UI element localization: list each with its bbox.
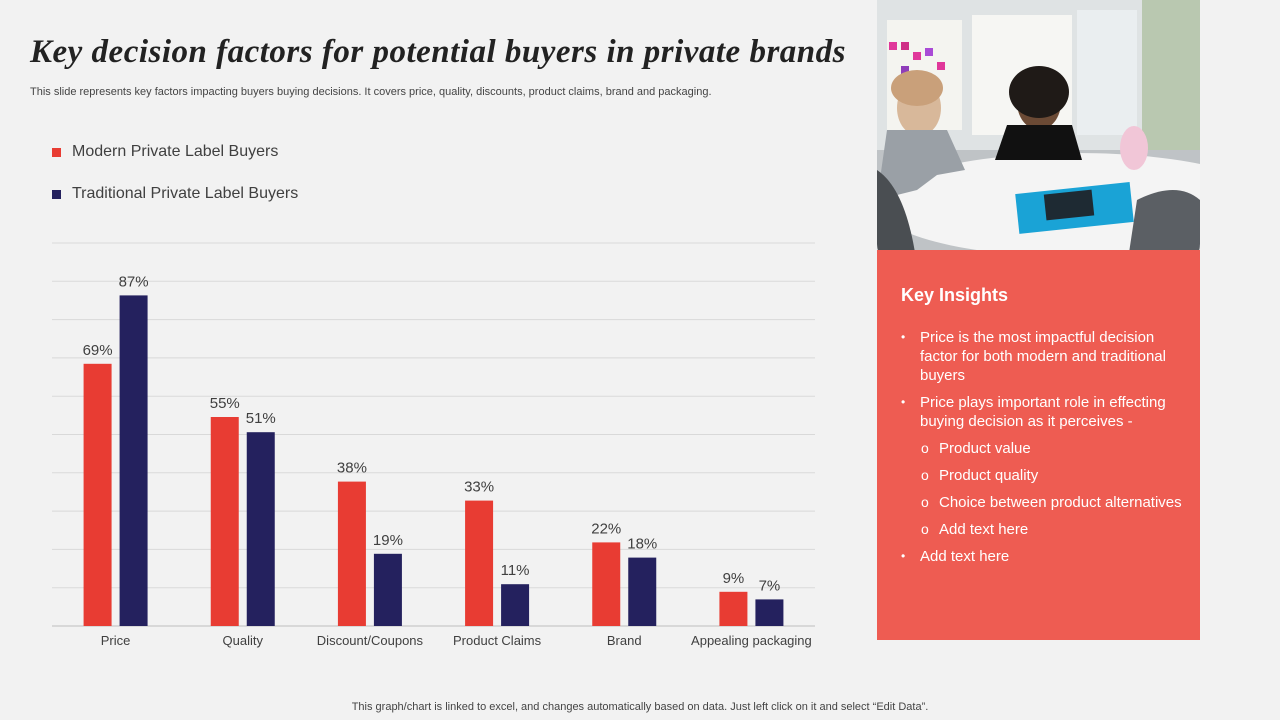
legend-label-modern: Modern Private Label Buyers — [72, 143, 279, 160]
insight-item: Price is the most impactful decision fac… — [901, 328, 1191, 385]
x-tick-label: Quality — [223, 633, 264, 648]
chart-legend: Modern Private Label Buyers Traditional … — [52, 142, 298, 226]
data-label: 87% — [119, 273, 149, 290]
data-label: 11% — [501, 562, 530, 579]
insight-item: Add text here — [901, 547, 1191, 566]
legend-item-modern: Modern Private Label Buyers — [52, 142, 298, 162]
x-tick-label: Brand — [607, 633, 642, 648]
insights-title: Key Insights — [901, 285, 1009, 305]
bar — [719, 591, 748, 626]
bar-chart[interactable]: 69% 87% Price 55% 51% Quality 38% 19% Discount/C… — [0, 0, 880, 680]
legend-swatch-traditional — [52, 189, 61, 199]
data-label: 38% — [337, 460, 367, 477]
x-tick-label: Appealing packaging — [691, 633, 812, 648]
x-tick-label: Price — [101, 633, 131, 648]
bar — [210, 417, 239, 626]
data-label: 22% — [591, 520, 621, 537]
data-label: 19% — [373, 532, 403, 549]
insight-subitem: Add text here — [901, 520, 1191, 539]
insights-list: Price is the most impactful decision fac… — [901, 328, 1191, 574]
bar — [592, 542, 621, 626]
page-subtitle: This slide represents key factors impact… — [30, 86, 712, 98]
bar — [755, 599, 784, 626]
data-label: 69% — [83, 342, 113, 359]
bar — [373, 553, 402, 626]
bar — [119, 295, 148, 626]
data-label: 55% — [210, 395, 240, 412]
bar — [246, 432, 275, 626]
data-label: 18% — [627, 536, 657, 553]
bar — [83, 363, 112, 626]
insight-subitem: Choice between product alternatives — [901, 493, 1191, 512]
bar — [628, 557, 657, 626]
legend-item-traditional: Traditional Private Label Buyers — [52, 184, 298, 204]
bar — [501, 584, 530, 626]
insight-item: Price plays important role in effecting … — [901, 393, 1191, 431]
data-label: 7% — [759, 577, 781, 594]
insight-subitem: Product value — [901, 439, 1191, 458]
bar — [337, 481, 366, 626]
page-title: Key decision factors for potential buyer… — [30, 34, 846, 70]
insight-subitem: Product quality — [901, 466, 1191, 485]
meeting-photo — [877, 0, 1200, 266]
key-insights-panel: Key Insights Price is the most impactful… — [877, 250, 1200, 640]
data-label: 33% — [464, 479, 494, 496]
legend-swatch-modern — [52, 147, 61, 157]
data-label: 9% — [723, 570, 745, 587]
x-tick-label: Product Claims — [453, 633, 542, 648]
bar — [465, 500, 494, 626]
footer-note: This graph/chart is linked to excel, and… — [351, 701, 929, 713]
x-tick-label: Discount/Coupons — [317, 633, 424, 648]
legend-label-traditional: Traditional Private Label Buyers — [72, 185, 299, 202]
data-label: 51% — [246, 410, 276, 427]
